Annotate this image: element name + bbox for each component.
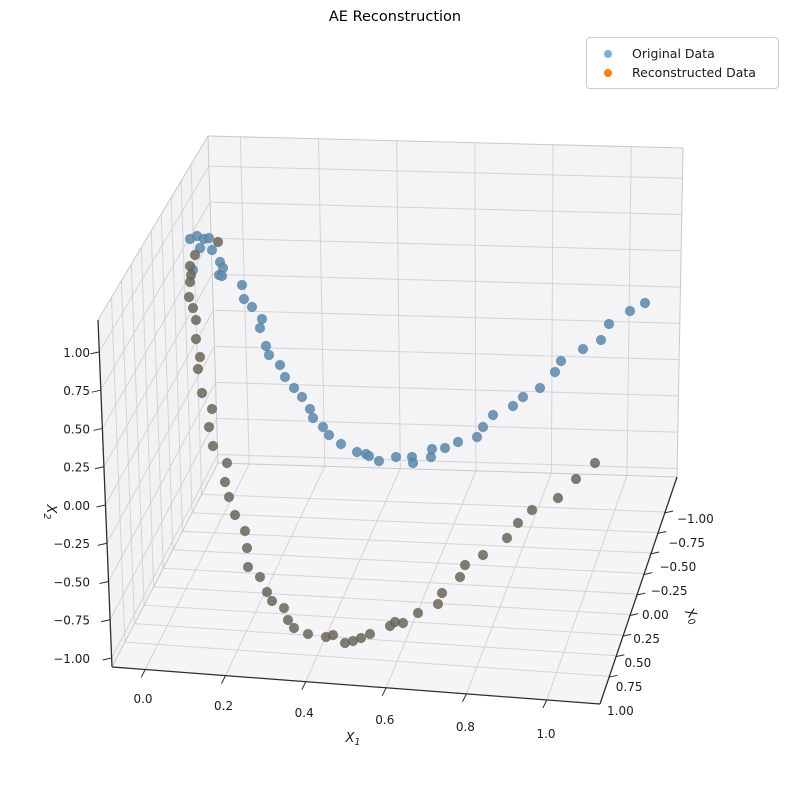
svg-text:0.2: 0.2 [214, 699, 233, 713]
svg-text:−0.50: −0.50 [660, 560, 697, 574]
legend-item-original: Original Data [597, 44, 770, 63]
svg-text:−0.50: −0.50 [53, 575, 90, 589]
svg-text:−0.75: −0.75 [53, 614, 90, 628]
svg-text:−0.25: −0.25 [53, 537, 90, 551]
legend-label-reconstructed: Reconstructed Data [632, 65, 756, 80]
svg-text:0.6: 0.6 [375, 713, 394, 727]
svg-text:0.50: 0.50 [625, 656, 652, 670]
svg-text:X1: X1 [345, 731, 361, 748]
svg-text:X0: X0 [679, 605, 702, 628]
svg-text:0.25: 0.25 [63, 461, 90, 475]
svg-text:0.25: 0.25 [633, 632, 660, 646]
svg-text:0.75: 0.75 [616, 680, 643, 694]
svg-text:0.4: 0.4 [295, 706, 314, 720]
svg-text:1.00: 1.00 [607, 704, 634, 718]
legend-label-original: Original Data [632, 46, 715, 61]
svg-text:0.8: 0.8 [456, 720, 475, 734]
svg-text:0.00: 0.00 [642, 608, 669, 622]
legend: Original Data Reconstructed Data [586, 37, 779, 89]
svg-text:1.00: 1.00 [63, 346, 90, 360]
original-data-marker-icon [604, 49, 612, 58]
svg-text:−0.25: −0.25 [651, 584, 688, 598]
svg-text:0.00: 0.00 [63, 499, 90, 513]
svg-text:−1.00: −1.00 [677, 512, 714, 526]
svg-text:0.0: 0.0 [133, 692, 152, 706]
svg-text:0.75: 0.75 [63, 384, 90, 398]
svg-text:−0.75: −0.75 [668, 536, 705, 550]
svg-text:0.50: 0.50 [63, 422, 90, 436]
svg-text:−1.00: −1.00 [53, 652, 90, 666]
legend-item-reconstructed: Reconstructed Data [597, 63, 770, 82]
svg-text:X2: X2 [41, 504, 58, 520]
chart-title: AE Reconstruction [328, 9, 462, 25]
reconstructed-data-marker-icon [604, 68, 612, 77]
svg-text:1.0: 1.0 [536, 727, 555, 741]
